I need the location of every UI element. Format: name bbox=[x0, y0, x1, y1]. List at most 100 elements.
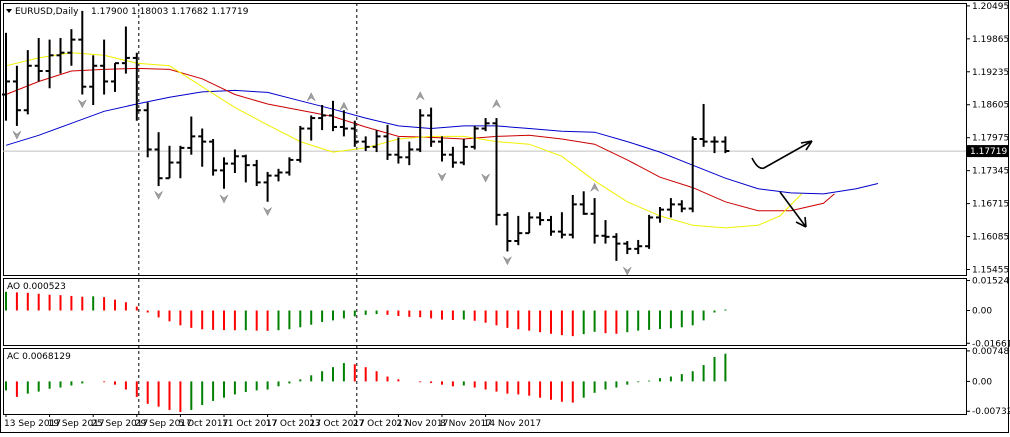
ohlc-bar bbox=[209, 139, 218, 176]
ohlc-bar bbox=[612, 233, 621, 261]
time-tick-label: 19 Sep 2017 bbox=[48, 419, 105, 429]
fractal-down-icon bbox=[263, 207, 272, 217]
ohlc-bar bbox=[56, 38, 65, 74]
ohlc-bar bbox=[67, 29, 76, 66]
price-tick-label: 1.16715 bbox=[972, 200, 1009, 210]
ac-title: AC 0.0068129 bbox=[7, 352, 71, 362]
ohlc-bar bbox=[361, 136, 370, 152]
ohlc-bar bbox=[198, 128, 207, 167]
ohlc-bar bbox=[601, 220, 610, 244]
ohlc-bar bbox=[372, 130, 381, 153]
ohlc-bar bbox=[176, 145, 185, 179]
ohlc-bar bbox=[307, 115, 316, 141]
ohlc-bar bbox=[634, 239, 643, 255]
alligator-line-2 bbox=[5, 52, 803, 229]
ohlc-bar bbox=[666, 198, 675, 218]
fractal-down-icon bbox=[437, 172, 447, 182]
ac-axis-tick-label: 0.00 bbox=[972, 377, 992, 387]
price-tick-label: 1.15455 bbox=[972, 266, 1009, 276]
ao-axis-tick-label: 0.00 bbox=[972, 307, 992, 317]
ac-axis-tick-label: 0.007486 bbox=[972, 347, 1010, 357]
ohlc-bar bbox=[699, 103, 708, 147]
fractal-up-icon bbox=[339, 101, 349, 111]
ohlc-bar bbox=[263, 171, 272, 202]
panel-frame-0 bbox=[3, 3, 967, 276]
ohlc-bar bbox=[329, 100, 337, 132]
time-tick-label: 14 Nov 2017 bbox=[484, 419, 542, 429]
ohlc-bar bbox=[23, 50, 32, 115]
ohlc-bar bbox=[241, 154, 250, 183]
ohlc-bar bbox=[438, 136, 446, 162]
ohlc-bar bbox=[503, 212, 512, 252]
ohlc-bar bbox=[296, 125, 305, 163]
ohlc-bar bbox=[547, 215, 555, 236]
time-tick-label: 29 Sep 2017 bbox=[135, 419, 192, 429]
ohlc-bar bbox=[34, 38, 43, 82]
ohlc-bar bbox=[525, 212, 534, 235]
ohlc-bar bbox=[121, 26, 130, 74]
ohlc-bar bbox=[590, 198, 599, 244]
fractal-down-icon bbox=[219, 194, 229, 204]
forecast-up-arrow bbox=[751, 140, 813, 170]
ohlc-bar bbox=[318, 105, 327, 131]
forecast-arrows bbox=[751, 140, 813, 228]
ao-histogram bbox=[5, 291, 727, 337]
fractal-up-icon bbox=[415, 91, 425, 100]
current-price-box bbox=[967, 145, 1009, 158]
ac-histogram bbox=[5, 353, 727, 412]
ohlc-bar bbox=[568, 194, 577, 239]
fractal-down-icon bbox=[503, 256, 512, 266]
ohlc-bar bbox=[2, 32, 10, 121]
ohlc-bar bbox=[45, 39, 54, 89]
ohlc-bar bbox=[492, 118, 501, 226]
ohlc-bar bbox=[405, 141, 414, 166]
time-tick-label: 27 Oct 2017 bbox=[353, 419, 409, 429]
time-tick-label: 2 Nov 2017 bbox=[396, 419, 448, 429]
price-axis: 1.20495 1.19865 1.19235 1.18605 1.17975 1.173… bbox=[3, 2, 1009, 276]
ohlc-bar bbox=[165, 145, 174, 180]
ac-axis: 0.007486 0.00 -0.007324 bbox=[966, 347, 1010, 417]
price-tick-label: 1.18605 bbox=[972, 101, 1009, 111]
dropdown-triangle-icon[interactable] bbox=[6, 9, 12, 13]
fractal-down-icon bbox=[78, 99, 87, 109]
ac-axis-tick-label: -0.007324 bbox=[972, 407, 1010, 417]
fractal-markers bbox=[12, 91, 632, 276]
fractal-down-icon bbox=[12, 130, 22, 140]
ohlc-bar bbox=[416, 109, 425, 153]
header: EURUSD,Daily 1.17900 1.18003 1.17682 1.1… bbox=[6, 7, 249, 17]
price-tick-label: 1.17345 bbox=[972, 167, 1009, 177]
alligator-line-0 bbox=[5, 89, 879, 195]
ao-axis-tick-label: -0.016617 bbox=[972, 339, 1010, 349]
ohlc-bar bbox=[536, 212, 545, 226]
ohlc-bar bbox=[252, 159, 261, 187]
symbol-label: EURUSD,Daily bbox=[15, 7, 79, 17]
fractal-up-icon bbox=[306, 92, 316, 102]
ohlc-bar bbox=[557, 212, 566, 239]
ohlc-bar bbox=[645, 214, 654, 249]
ohlc-bar bbox=[220, 157, 228, 189]
fractal-down-icon bbox=[623, 266, 632, 276]
ohlc-bar bbox=[78, 10, 87, 95]
ohlc-bar bbox=[427, 107, 436, 147]
current-price-label: 1.17719 bbox=[970, 147, 1007, 157]
ohlc-bar bbox=[721, 136, 730, 154]
ohlc-bar bbox=[132, 52, 141, 121]
ohlc-bar bbox=[12, 65, 21, 126]
ohlc-bar bbox=[688, 136, 697, 213]
ohlc-bar bbox=[111, 62, 119, 92]
fractal-up-icon bbox=[492, 99, 501, 108]
ohlc-bar bbox=[274, 168, 283, 182]
ohlc-bar bbox=[230, 149, 239, 173]
ohlc-bar bbox=[448, 146, 457, 168]
forecast-down-arrow-head bbox=[795, 216, 807, 228]
price-tick-label: 1.16085 bbox=[972, 233, 1009, 243]
ohlc-bar bbox=[394, 137, 403, 164]
ao-title: AO 0.000523 bbox=[7, 282, 66, 292]
price-tick-label: 1.19235 bbox=[972, 68, 1009, 78]
panel-frame-1 bbox=[3, 278, 967, 346]
fractal-down-icon bbox=[481, 173, 490, 183]
